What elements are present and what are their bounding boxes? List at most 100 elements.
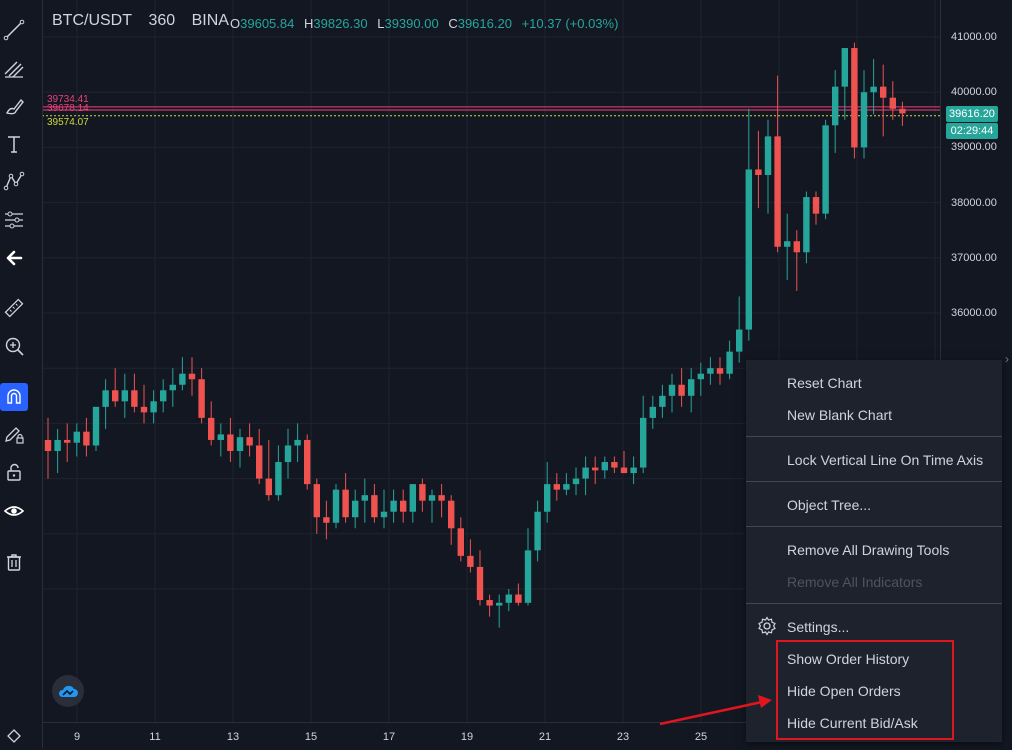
candle-body bbox=[342, 489, 349, 518]
candle-body bbox=[198, 379, 205, 418]
candle-body bbox=[755, 169, 762, 175]
candle-body bbox=[294, 439, 301, 446]
candle-body bbox=[486, 600, 493, 606]
price-tick-label: 39000.00 bbox=[951, 141, 997, 154]
candle-body bbox=[227, 434, 234, 451]
menu-remove-indicators: Remove All Indicators bbox=[787, 574, 923, 590]
candle-body bbox=[707, 368, 714, 374]
trend-line-icon[interactable] bbox=[0, 16, 28, 44]
candle-body bbox=[544, 484, 551, 512]
candle-body bbox=[736, 329, 743, 352]
candle-body bbox=[73, 431, 80, 443]
symbol-name[interactable]: BTC/USDT bbox=[52, 12, 132, 29]
candle-body bbox=[601, 462, 608, 471]
time-tick-label: 19 bbox=[460, 731, 474, 743]
back-arrow-icon[interactable] bbox=[0, 244, 28, 272]
candle-body bbox=[169, 384, 176, 391]
menu-lock-vertical-line[interactable]: Lock Vertical Line On Time Axis bbox=[787, 452, 984, 468]
candle-body bbox=[515, 594, 522, 603]
app-logo[interactable] bbox=[52, 675, 84, 707]
magnet-icon[interactable] bbox=[0, 383, 28, 411]
menu-divider bbox=[746, 526, 1002, 527]
eye-icon[interactable] bbox=[0, 497, 28, 525]
menu-object-tree[interactable]: Object Tree... bbox=[787, 497, 872, 513]
candle-body bbox=[726, 351, 733, 374]
candle-body bbox=[784, 241, 791, 247]
lock-icon[interactable] bbox=[0, 458, 28, 486]
candle-body bbox=[438, 495, 445, 501]
time-tick-label: 17 bbox=[382, 731, 396, 743]
prediction-icon[interactable] bbox=[0, 206, 28, 234]
candle-body bbox=[419, 484, 426, 501]
candle-body bbox=[889, 97, 896, 109]
candle-body bbox=[236, 437, 244, 451]
menu-new-blank-chart[interactable]: New Blank Chart bbox=[787, 407, 893, 423]
menu-divider bbox=[746, 603, 1002, 604]
low-key: L bbox=[377, 16, 385, 31]
candle-body bbox=[150, 401, 157, 413]
candle-body bbox=[332, 489, 340, 523]
candle-body bbox=[140, 406, 148, 413]
candle-body bbox=[64, 439, 71, 443]
candle-body bbox=[256, 445, 263, 479]
annotation-arrow bbox=[659, 695, 772, 726]
ruler-icon[interactable] bbox=[0, 294, 28, 322]
candle-body bbox=[592, 467, 599, 471]
chart-context-menu: Reset Chart New Blank Chart Lock Vertica… bbox=[746, 360, 1002, 742]
time-tick-label: 9 bbox=[73, 731, 81, 743]
candle-body bbox=[400, 500, 407, 512]
candle-body bbox=[851, 48, 858, 148]
interval-label[interactable]: 360 bbox=[148, 12, 176, 29]
collapse-toolbar-icon[interactable] bbox=[0, 722, 28, 750]
text-icon[interactable] bbox=[0, 130, 28, 158]
candle-body bbox=[563, 484, 570, 490]
candle-body bbox=[716, 368, 724, 374]
annotation-highlight-box bbox=[776, 640, 954, 740]
menu-hide-current-bid-ask[interactable]: Hide Current Bid/Ask bbox=[787, 715, 918, 731]
candle-body bbox=[764, 136, 772, 175]
candle-body bbox=[467, 555, 474, 567]
ohlc-readout: O39605.84 H39826.30 L39390.00 C39616.20 … bbox=[230, 16, 624, 31]
candle-body bbox=[880, 86, 887, 98]
menu-settings[interactable]: Settings... bbox=[787, 619, 850, 635]
price-tick-label: 36000.00 bbox=[951, 307, 997, 319]
candle-body bbox=[793, 241, 800, 253]
menu-reset-chart[interactable]: Reset Chart bbox=[787, 375, 862, 391]
candle-body bbox=[83, 431, 90, 446]
current-price-tag: 39616.20 bbox=[946, 106, 998, 122]
candle-body bbox=[188, 373, 196, 380]
brush-icon[interactable] bbox=[0, 92, 28, 120]
countdown-tag: 02:29:44 bbox=[946, 123, 998, 139]
cloud-logo-icon bbox=[58, 685, 78, 697]
scroll-right-chevron-icon[interactable]: › bbox=[1005, 352, 1009, 366]
candle-body bbox=[44, 439, 52, 451]
candle-body bbox=[611, 462, 618, 468]
candle-body bbox=[668, 384, 676, 396]
candle-body bbox=[582, 467, 589, 479]
candle-body bbox=[640, 417, 647, 468]
trash-icon[interactable] bbox=[0, 548, 28, 576]
candle-body bbox=[688, 379, 695, 396]
candle-body bbox=[812, 197, 820, 214]
candle-body bbox=[313, 484, 320, 518]
time-tick-label: 21 bbox=[538, 731, 552, 743]
candle-body bbox=[572, 478, 580, 485]
candle-body bbox=[54, 439, 61, 451]
high-value: 39826.30 bbox=[313, 16, 368, 31]
menu-remove-drawing-tools[interactable]: Remove All Drawing Tools bbox=[787, 542, 950, 558]
lock-pencil-icon[interactable] bbox=[0, 420, 28, 448]
candle-body bbox=[179, 373, 186, 385]
zoom-in-icon[interactable] bbox=[0, 332, 28, 360]
price-tick-label: 38000.00 bbox=[951, 196, 997, 209]
candle-body bbox=[620, 467, 628, 474]
drawing-toolbar bbox=[0, 0, 43, 748]
candle-body bbox=[352, 500, 359, 518]
time-tick-label: 25 bbox=[694, 731, 708, 743]
candle-body bbox=[361, 495, 368, 501]
close-value: 39616.20 bbox=[457, 16, 512, 31]
pattern-icon[interactable] bbox=[0, 167, 28, 195]
fib-icon[interactable] bbox=[0, 54, 28, 82]
menu-show-order-history[interactable]: Show Order History bbox=[787, 651, 910, 667]
candle-body bbox=[534, 511, 541, 551]
menu-hide-open-orders[interactable]: Hide Open Orders bbox=[787, 683, 901, 699]
